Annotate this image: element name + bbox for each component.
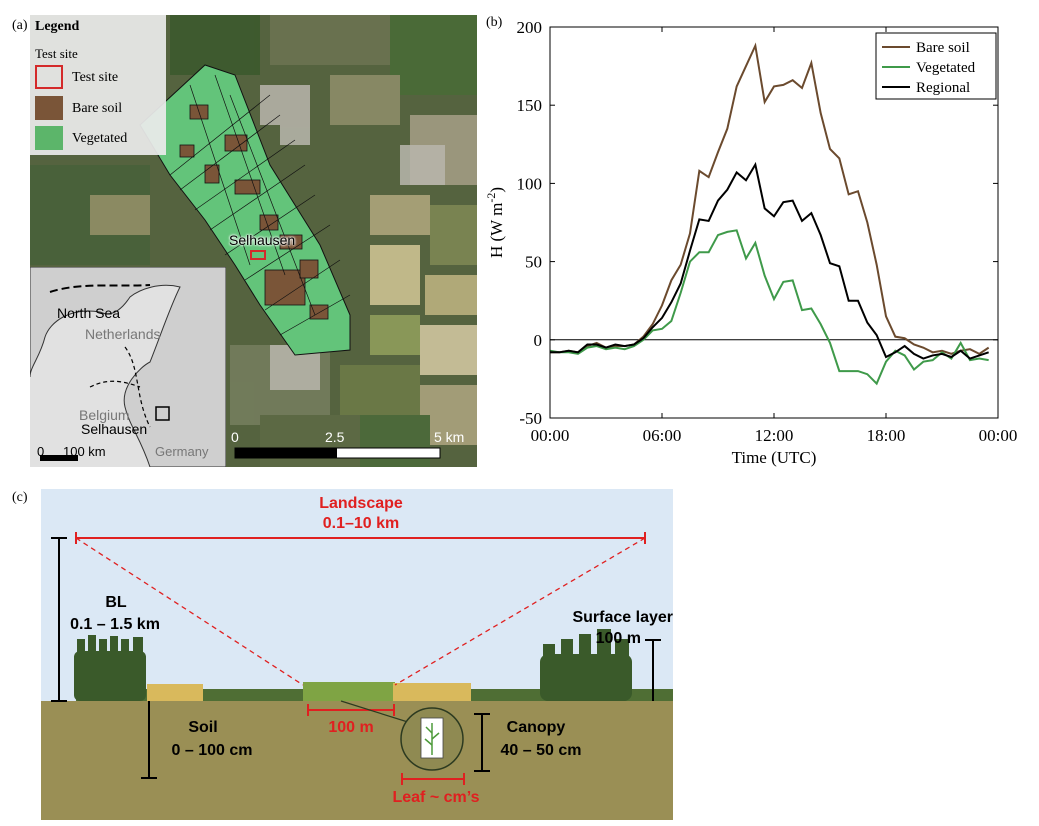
legend-label-bare-soil: Bare soil (916, 40, 970, 56)
leaf-label: Leaf ~ cm’s (392, 789, 480, 806)
legend-subtitle: Test site (35, 46, 78, 61)
map-scale-zero: 0 (231, 429, 239, 445)
sensible-heat-chart: -50 0 50 100 150 200 00:00 06:00 12:00 18:00 00:00… (484, 18, 1018, 467)
legend-label-bare-soil: Bare soil (72, 101, 123, 116)
inset-label-selhausen: Selhausen (81, 421, 148, 437)
scale-schematic: Landscape 0.1–10 km BL 0.1 – 1.5 km Surf… (41, 489, 673, 820)
panel-b-tag: (b) (486, 15, 503, 30)
y-tick-label: 50 (525, 253, 542, 272)
y-axis-label: H (W m-2) (484, 187, 506, 258)
bl-range: 0.1 – 1.5 km (70, 616, 160, 633)
legend-swatch-bare-soil (35, 96, 63, 120)
landscape-range: 0.1–10 km (322, 515, 400, 532)
map-legend: Legend Test site Test site Bare soil Veg… (30, 15, 166, 155)
y-tick-label: 150 (517, 96, 543, 115)
legend-swatch-test-site (35, 65, 63, 89)
legend-label-vegetated: Vegetated (72, 131, 128, 146)
selhausen-label: Selhausen (229, 232, 296, 248)
x-tick-label: 18:00 (867, 426, 906, 445)
canopy-range: 40 – 50 cm (500, 742, 582, 759)
y-tick-label: 0 (534, 331, 543, 350)
legend-label-vegetated: Vegetated (916, 60, 976, 76)
surface-layer-title: Surface layer (572, 609, 673, 626)
europe-inset-map: North Sea Netherlands Belgium Selhausen … (30, 267, 226, 467)
field-size-label: 100 m (328, 719, 374, 736)
inset-scale-100km: 100 km (63, 444, 106, 459)
landscape-title: Landscape (319, 495, 403, 512)
canopy-title: Canopy (506, 719, 566, 736)
bare-field-right (393, 683, 471, 701)
target-field (303, 682, 395, 701)
soil-title: Soil (188, 719, 218, 736)
y-tick-label: 200 (517, 18, 543, 37)
series-line-vegetated (549, 229, 989, 386)
y-tick-label: 100 (517, 174, 543, 193)
soil-range: 0 – 100 cm (171, 742, 253, 759)
satellite-map: Legend Test site Test site Bare soil Veg… (30, 15, 477, 467)
soil-region (41, 701, 673, 820)
map-scale-mid: 2.5 (325, 429, 345, 445)
inset-scale-zero: 0 (37, 444, 45, 459)
legend-label-regional: Regional (916, 80, 970, 96)
plant-icon (424, 723, 440, 755)
x-tick-label: 00:00 (531, 426, 570, 445)
chart-legend: Bare soil Vegetated Regional (875, 32, 997, 100)
test-site-marker (250, 250, 266, 260)
panel-a-tag: (a) (12, 18, 28, 33)
y-tick-label: -50 (519, 409, 542, 428)
trees-left-icon (74, 635, 146, 701)
schematic-drawing (41, 489, 673, 820)
inset-label-germany: Germany (155, 444, 209, 459)
legend-title: Legend (35, 19, 80, 34)
inset-label-belgium: Belgium (79, 407, 130, 423)
series-line-regional (550, 161, 989, 360)
panel-c-tag: (c) (12, 490, 28, 505)
bl-title: BL (105, 594, 127, 611)
bare-field-left (147, 684, 203, 701)
x-axis-label: Time (UTC) (732, 448, 817, 467)
surface-layer-range: 100 m (595, 630, 641, 647)
inset-label-netherlands: Netherlands (85, 326, 161, 342)
legend-label-test-site: Test site (72, 70, 119, 85)
trees-right-icon (540, 629, 632, 701)
inset-label-north-sea: North Sea (57, 305, 121, 321)
legend-swatch-vegetated (35, 126, 63, 150)
x-tick-label: 06:00 (643, 426, 682, 445)
x-tick-label: 12:00 (755, 426, 794, 445)
x-tick-label: 00:00 (979, 426, 1018, 445)
map-scale-end: 5 km (434, 429, 465, 445)
